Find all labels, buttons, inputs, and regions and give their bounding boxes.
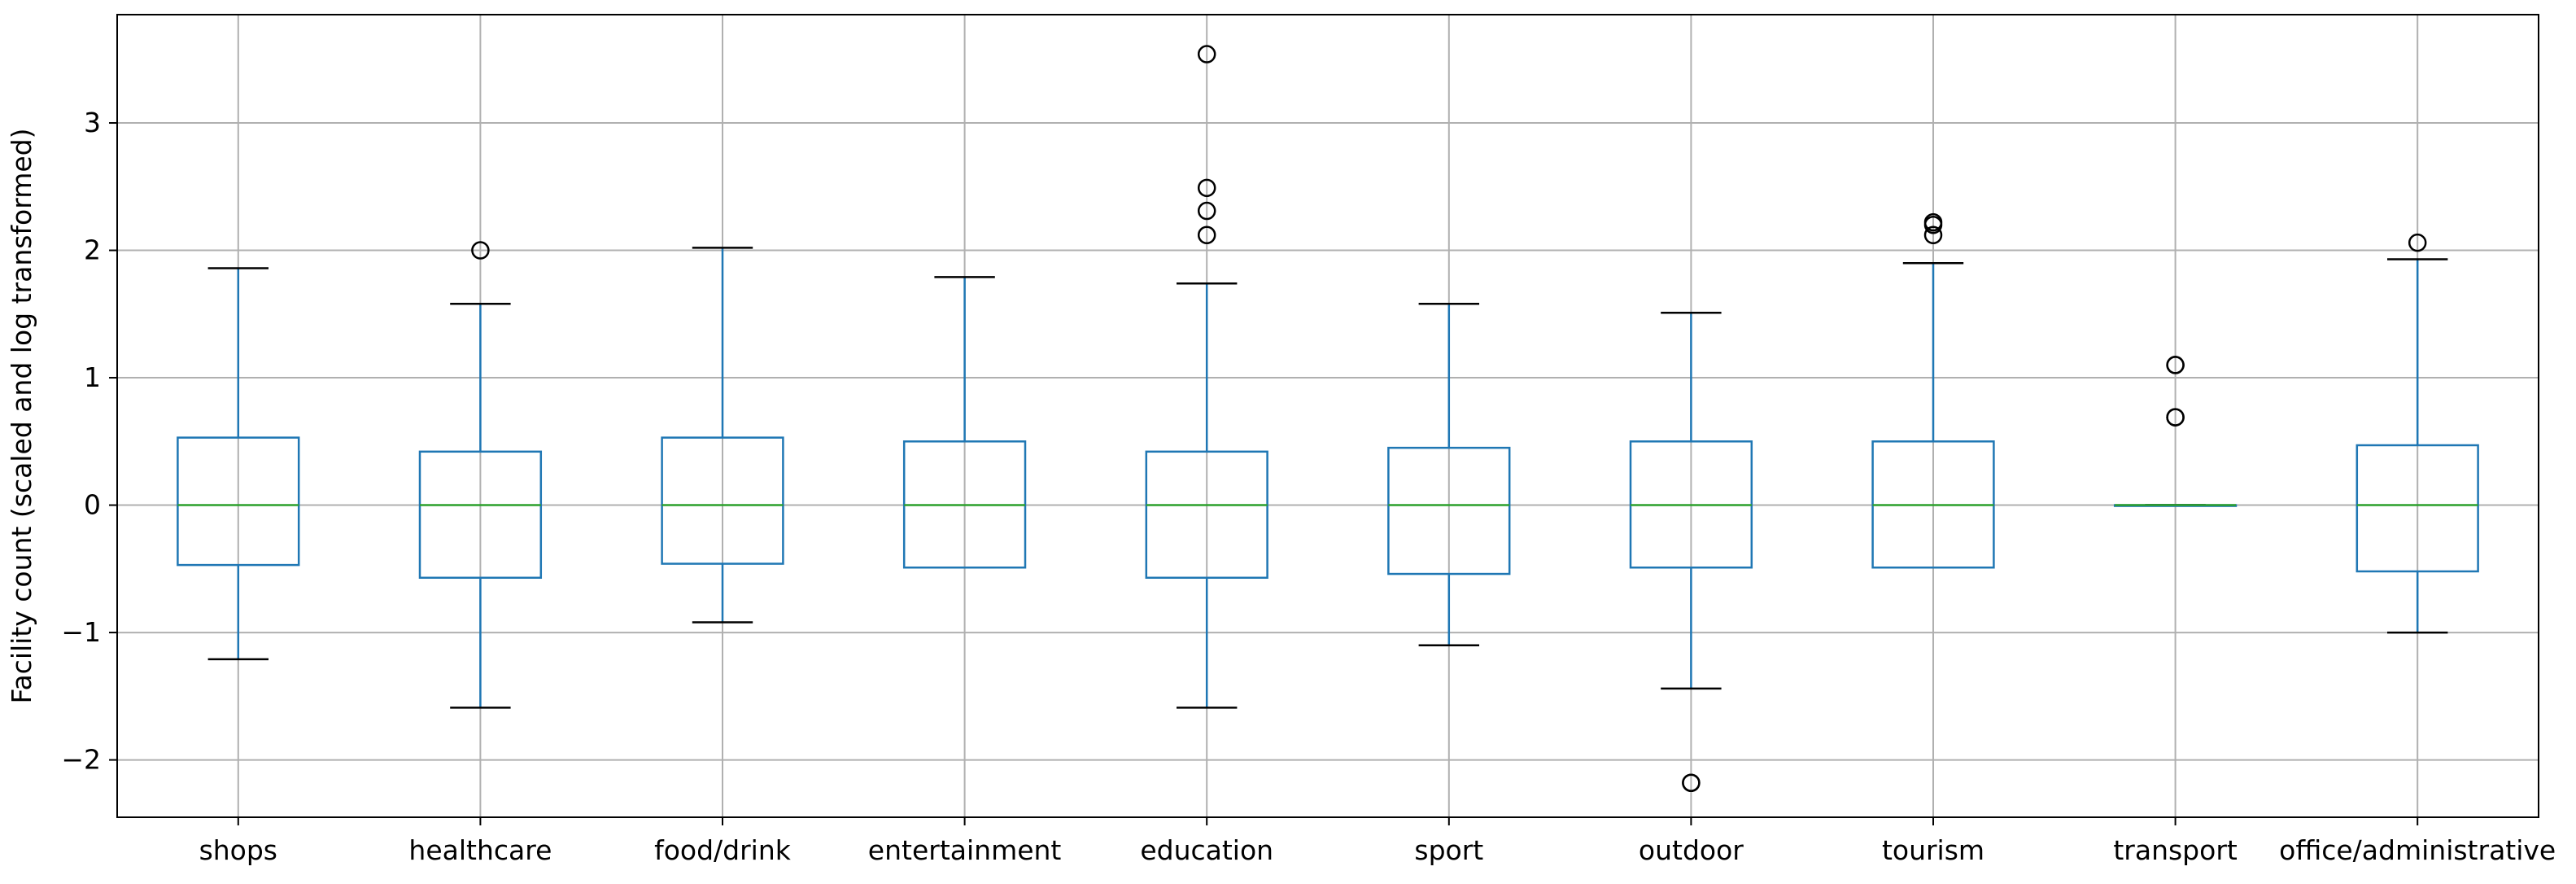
x-tick-label: healthcare — [408, 834, 552, 866]
iqr-box — [2356, 444, 2479, 573]
outlier-point — [1197, 225, 1216, 245]
outlier-point — [2166, 408, 2185, 427]
y-tick-label: −1 — [61, 616, 101, 648]
box-office-administrative — [2356, 233, 2479, 634]
box-transport — [2113, 356, 2238, 507]
iqr-box — [1387, 446, 1511, 575]
y-tick-label: 0 — [84, 489, 101, 521]
box-outdoor — [1629, 311, 1753, 792]
iqr-box — [177, 436, 300, 567]
x-tick-label: entertainment — [868, 834, 1062, 866]
outlier-point — [471, 241, 490, 260]
box-plot-series — [177, 45, 2479, 792]
plot-area-frame — [116, 14, 2539, 818]
box-tourism — [1871, 212, 1995, 569]
y-tick-label: 2 — [84, 234, 101, 266]
box-education — [1145, 45, 1268, 709]
x-tick-label: office/administrative — [2279, 834, 2556, 866]
box-entertainment — [902, 276, 1027, 569]
x-tick-label: education — [1140, 834, 1273, 866]
iqr-box — [418, 450, 543, 580]
x-tick-label: transport — [2113, 834, 2238, 866]
box-food-drink — [661, 247, 784, 624]
outlier-point — [1197, 45, 1216, 63]
y-tick-label: 1 — [84, 361, 101, 393]
outlier-point — [1197, 178, 1216, 198]
x-tick-label: shops — [199, 834, 277, 866]
outlier-point — [2408, 233, 2427, 252]
outlier-point — [1923, 212, 1943, 232]
outlier-point — [1197, 201, 1216, 221]
x-tick-label: food/drink — [654, 834, 792, 866]
x-tick-label: tourism — [1882, 834, 1984, 866]
x-tick-label: sport — [1414, 834, 1483, 866]
y-tick-label: −2 — [61, 744, 101, 776]
outlier-point — [2166, 356, 2185, 374]
axis-ticks: −2 −1 0 1 2 3 shops healthcare food/drink enterta… — [61, 107, 2556, 866]
box-shops — [177, 267, 300, 661]
y-axis-label: Facility count (scaled and log transform… — [6, 129, 37, 704]
iqr-box — [1145, 450, 1268, 580]
outlier-point — [1682, 773, 1701, 792]
x-tick-label: outdoor — [1639, 834, 1744, 866]
outlier-point — [1923, 225, 1943, 245]
iqr-box — [661, 436, 784, 565]
box-sport — [1387, 303, 1511, 646]
y-tick-label: 3 — [84, 107, 101, 138]
box-healthcare — [418, 241, 543, 709]
